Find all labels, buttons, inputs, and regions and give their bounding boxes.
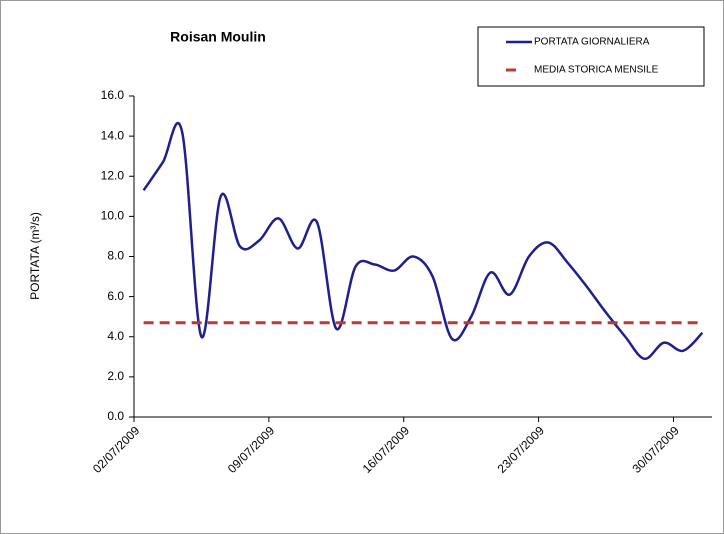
chart-title: Roisan Moulin (170, 29, 266, 45)
legend-box (477, 26, 705, 87)
y-tick-label: 2.0 (107, 369, 124, 383)
y-tick-label: 8.0 (107, 249, 124, 263)
y-tick-label: 14.0 (101, 128, 125, 142)
legend-label: MEDIA STORICA MENSILE (534, 65, 659, 76)
y-tick-label: 6.0 (107, 289, 124, 303)
y-tick-label: 4.0 (107, 329, 124, 343)
y-tick-label: 12.0 (101, 168, 125, 182)
y-axis-label: PORTATA (m³/s) (28, 212, 42, 300)
data-line (142, 121, 704, 361)
y-tick-label: 0.0 (107, 409, 124, 423)
legend-label: PORTATA GIORNALIERA (534, 37, 650, 48)
y-tick-label: 16.0 (101, 88, 125, 102)
y-tick-label: 10.0 (101, 209, 125, 223)
